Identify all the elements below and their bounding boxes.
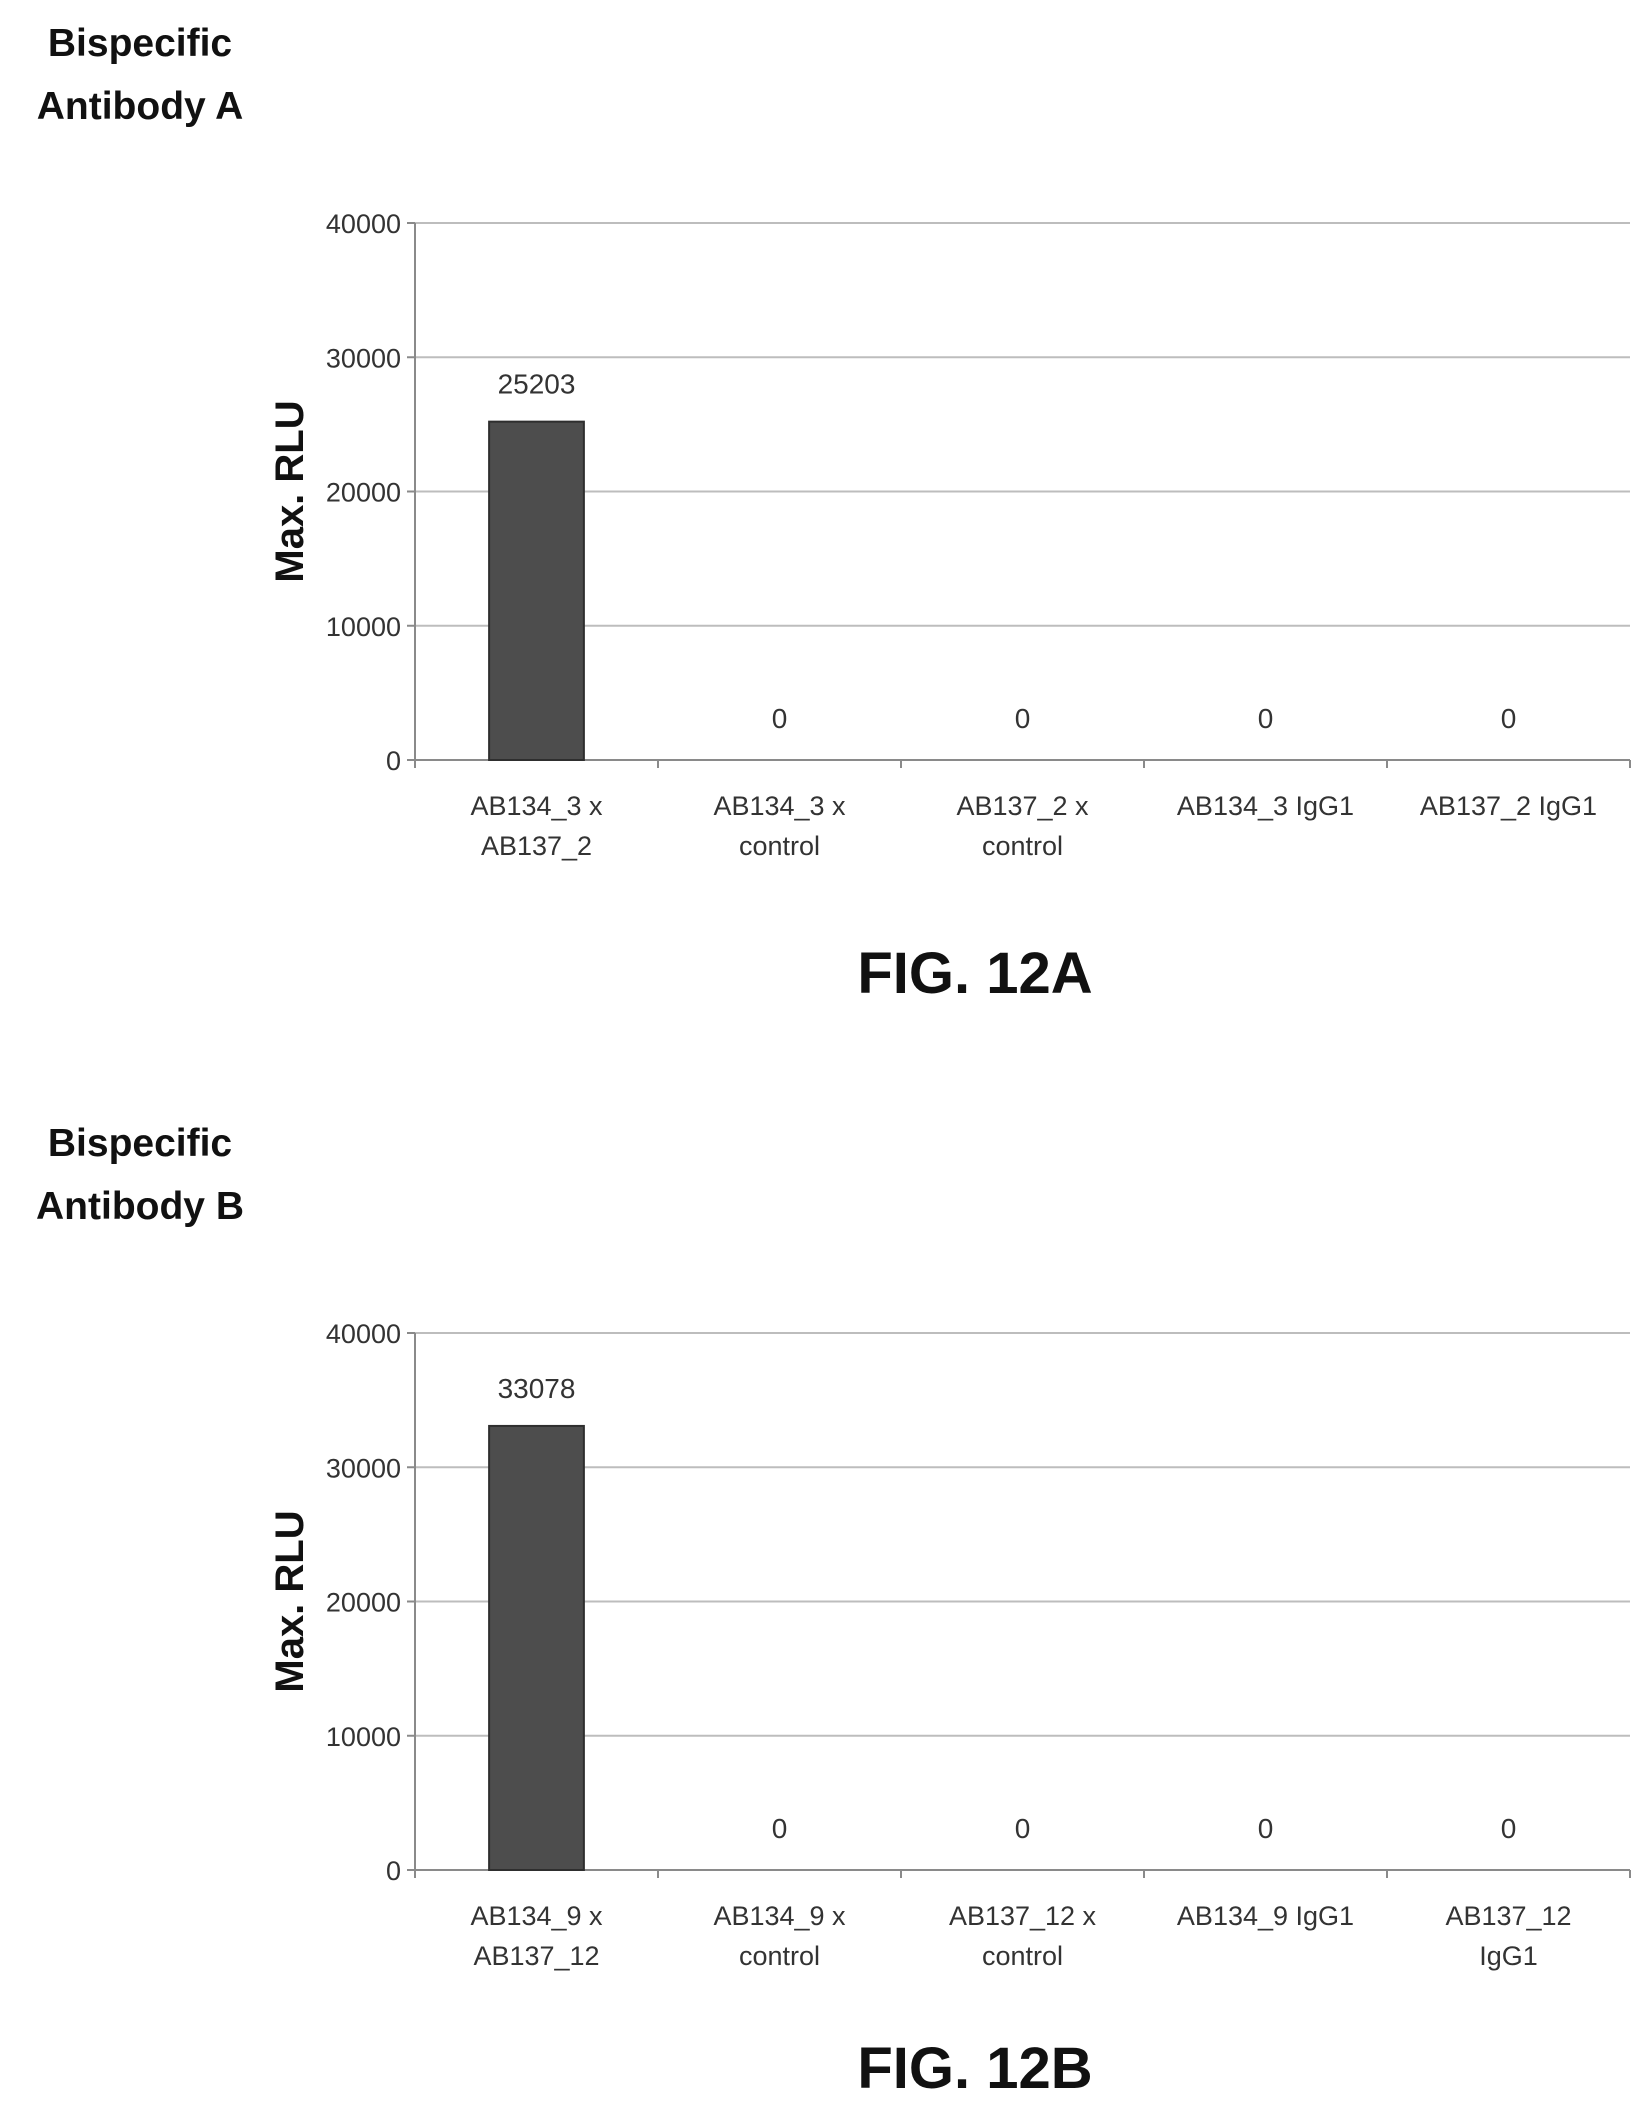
data-label: 0 bbox=[772, 703, 788, 734]
panel-title-line1: Bispecific bbox=[47, 1122, 233, 1165]
x-category-label: AB137_12 bbox=[1445, 1901, 1571, 1931]
x-category-label: IgG1 bbox=[1479, 1941, 1538, 1971]
x-category-label: AB137_2 x bbox=[956, 791, 1089, 821]
panel-title-line2: Antibody A bbox=[36, 85, 244, 128]
x-category-label: control bbox=[739, 831, 820, 861]
data-label: 0 bbox=[1015, 703, 1031, 734]
data-label: 0 bbox=[1258, 1813, 1274, 1844]
y-tick-label: 0 bbox=[386, 746, 401, 776]
y-axis-label: Max. RLU bbox=[268, 1510, 312, 1692]
y-tick-label: 40000 bbox=[326, 209, 401, 239]
data-label: 0 bbox=[1501, 703, 1517, 734]
data-label: 33078 bbox=[498, 1373, 576, 1404]
bar-chart: 0 10000 20000 30000 40000 Max. RLU 33078 AB134_… bbox=[268, 1319, 1631, 1971]
x-category-label: AB137_12 bbox=[473, 1941, 599, 1971]
y-tick-label: 30000 bbox=[326, 343, 401, 373]
figure-12a: Bispecific Antibody A 0 10000 20000 30000 40… bbox=[0, 0, 1650, 1020]
x-category-label: control bbox=[982, 831, 1063, 861]
y-tick-label: 20000 bbox=[326, 478, 401, 508]
x-category-label: AB137_2 bbox=[481, 831, 592, 861]
data-label: 0 bbox=[1015, 1813, 1031, 1844]
figure-caption: FIG. 12A bbox=[857, 941, 1093, 1006]
panel-title-line1: Bispecific bbox=[47, 22, 233, 65]
x-category-label: AB134_3 x bbox=[713, 791, 846, 821]
bar bbox=[488, 420, 585, 761]
y-tick-label: 0 bbox=[386, 1856, 401, 1886]
panel-title: Bispecific Antibody A bbox=[20, 12, 260, 138]
y-tick-label: 30000 bbox=[326, 1453, 401, 1483]
y-tick-label: 10000 bbox=[326, 1722, 401, 1752]
figure-caption: FIG. 12B bbox=[857, 2036, 1093, 2101]
y-axis-label: Max. RLU bbox=[268, 400, 312, 582]
panel-title: Bispecific Antibody B bbox=[20, 1112, 260, 1238]
x-category-label: AB137_2 IgG1 bbox=[1420, 791, 1597, 821]
data-label: 0 bbox=[1258, 703, 1274, 734]
bar bbox=[488, 1424, 585, 1871]
y-tick-label: 40000 bbox=[326, 1319, 401, 1349]
panel-title-line2: Antibody B bbox=[36, 1185, 244, 1228]
x-category-label: control bbox=[982, 1941, 1063, 1971]
data-label: 0 bbox=[1501, 1813, 1517, 1844]
x-category-label: AB134_9 x bbox=[470, 1901, 603, 1931]
x-category-label: control bbox=[739, 1941, 820, 1971]
y-tick-label: 10000 bbox=[326, 612, 401, 642]
data-label: 25203 bbox=[498, 369, 576, 400]
x-category-label: AB134_3 x bbox=[470, 791, 603, 821]
x-category-label: AB134_3 IgG1 bbox=[1177, 791, 1354, 821]
y-tick-label: 20000 bbox=[326, 1588, 401, 1618]
x-category-label: AB134_9 x bbox=[713, 1901, 846, 1931]
x-category-label: AB137_12 x bbox=[949, 1901, 1097, 1931]
figure-12b: Bispecific Antibody B 0 10000 20000 30000 40… bbox=[0, 1100, 1650, 2115]
data-label: 0 bbox=[772, 1813, 788, 1844]
bar-chart: 0 10000 20000 30000 40000 Max. RLU 25203 AB134_… bbox=[268, 209, 1631, 861]
x-category-label: AB134_9 IgG1 bbox=[1177, 1901, 1354, 1931]
